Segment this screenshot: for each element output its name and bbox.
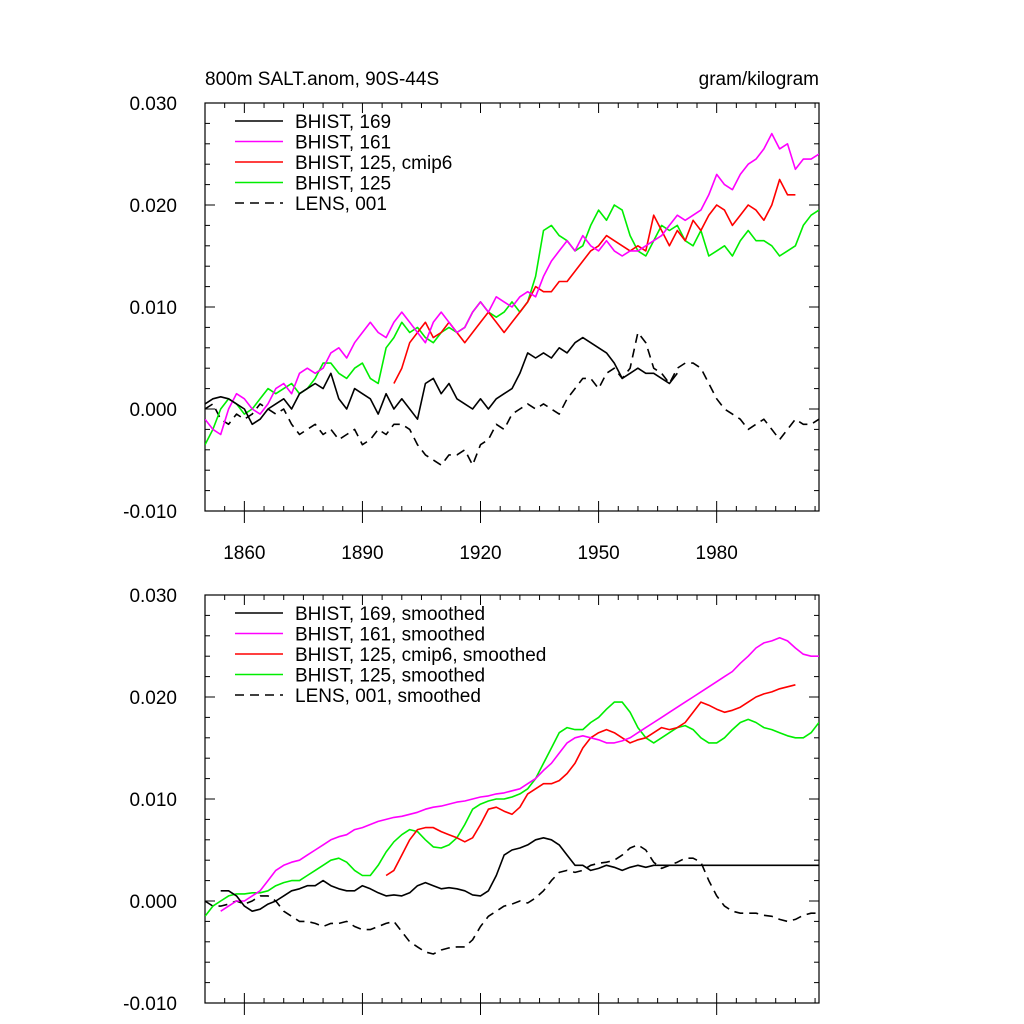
y-tick-label: 0.020 — [129, 196, 177, 217]
series-line-4 — [205, 331, 819, 466]
x-tick-label: 1920 — [459, 543, 501, 564]
legend-label: BHIST, 125, smoothed — [295, 666, 485, 687]
chart-title: 800m SALT.anom, 90S-44S — [205, 69, 439, 90]
bottom-panel: -0.010 0.000 0.010 0.020 0.030 BHIST, 169, sm… — [123, 586, 820, 1015]
x-tick-label: 1860 — [223, 543, 265, 564]
x-tick-label: 1950 — [577, 543, 619, 564]
y-tick-label: 0.000 — [129, 892, 177, 913]
legend-label: LENS, 001 — [295, 194, 387, 215]
series-line-0 — [205, 336, 678, 426]
series-line-3 — [205, 701, 819, 917]
x-tick-label: 1980 — [696, 543, 738, 564]
y-tick-label: 0.010 — [129, 790, 177, 811]
legend-label: BHIST, 125, cmip6, smoothed — [295, 645, 546, 666]
y-tick-label: -0.010 — [123, 994, 177, 1015]
legend-label: BHIST, 161, smoothed — [295, 625, 485, 646]
y-tick-label: 0.030 — [129, 586, 177, 607]
y-tick-label: -0.010 — [123, 502, 177, 523]
y-tick-label: 0.030 — [129, 94, 177, 115]
units-label: gram/kilogram — [699, 69, 819, 90]
top-panel: -0.010 0.000 0.010 0.020 0.030 1860 1890 1920 19… — [123, 69, 820, 564]
y-tick-label: 0.020 — [129, 688, 177, 709]
legend-label: BHIST, 169 — [295, 112, 391, 133]
series-line-1 — [205, 132, 819, 436]
legend-label: BHIST, 169, smoothed — [295, 604, 485, 625]
legend-label: BHIST, 161 — [295, 133, 391, 154]
series-line-0 — [220, 836, 819, 913]
y-tick-label: 0.010 — [129, 298, 177, 319]
legend-label: LENS, 001, smoothed — [295, 686, 481, 707]
legend-label: BHIST, 125, cmip6 — [295, 153, 452, 174]
x-tick-label: 1890 — [341, 543, 383, 564]
legend-label: BHIST, 125 — [295, 174, 391, 195]
series-line-4 — [205, 844, 819, 955]
y-tick-label: 0.000 — [129, 400, 177, 421]
series-line-1 — [220, 636, 819, 912]
